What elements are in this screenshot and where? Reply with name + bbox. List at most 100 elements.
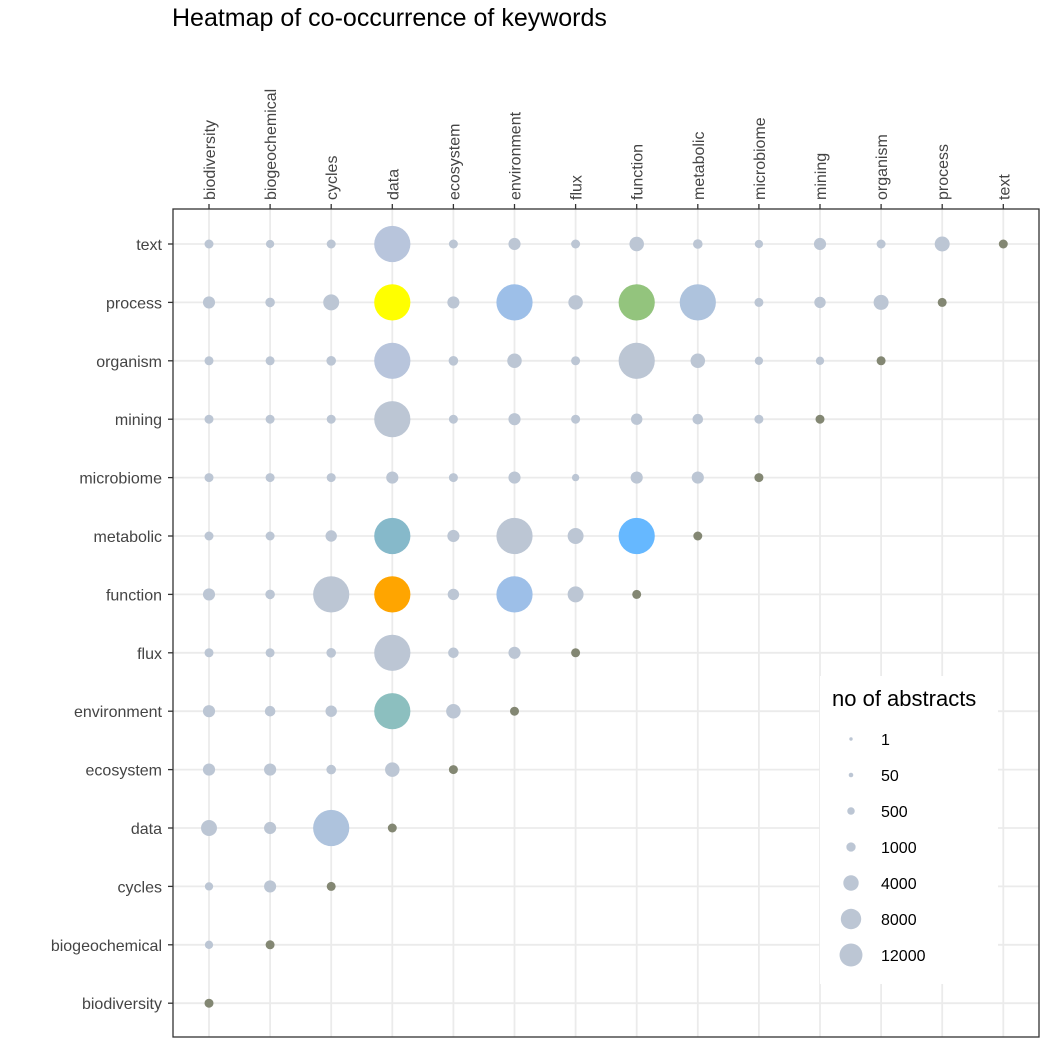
data-point — [387, 823, 397, 833]
x-tick-label: flux — [569, 175, 586, 200]
data-point — [692, 413, 704, 425]
data-point — [326, 881, 336, 891]
legend-key — [848, 772, 854, 778]
data-point — [325, 705, 337, 717]
data-point — [496, 517, 533, 555]
data-point — [204, 940, 214, 949]
legend: no of abstracts 1 50 500 1000 4000 8000 12000 — [820, 676, 998, 984]
data-point — [265, 473, 275, 483]
legend-background — [820, 676, 998, 984]
data-point — [326, 764, 336, 775]
y-tick-label: ecosystem — [86, 763, 162, 780]
data-point — [202, 588, 216, 601]
data-point — [631, 413, 643, 425]
data-point — [326, 356, 336, 366]
data-point — [814, 296, 826, 309]
data-point — [204, 531, 214, 541]
y-tick-label: flux — [137, 646, 162, 663]
data-point — [265, 356, 275, 366]
x-tick-label: biogeochemical — [263, 89, 280, 200]
legend-key — [843, 875, 859, 891]
panel-border — [172, 208, 1040, 1038]
x-tick-label: ecosystem — [446, 124, 463, 200]
data-point — [374, 576, 411, 613]
data-point — [508, 646, 521, 659]
data-point — [385, 762, 400, 777]
data-point — [813, 237, 827, 251]
x-tick-label: function — [630, 144, 647, 200]
x-tick-label: organism — [874, 134, 891, 200]
data-point — [446, 703, 461, 719]
data-point — [265, 239, 275, 249]
legend-label: 12000 — [881, 948, 926, 965]
data-point — [815, 356, 825, 365]
data-point — [508, 237, 521, 251]
data-point — [264, 705, 276, 717]
data-point — [374, 517, 411, 555]
data-point — [618, 517, 655, 555]
data-point — [571, 414, 581, 424]
data-point — [998, 239, 1008, 249]
y-tick-label: biogeochemical — [51, 938, 162, 955]
data-point — [630, 471, 643, 484]
data-point — [690, 353, 706, 369]
y-tick-label: text — [136, 237, 162, 254]
data-point — [204, 882, 214, 891]
data-point — [202, 296, 216, 309]
data-point — [448, 647, 459, 659]
y-tick-label: function — [106, 587, 162, 604]
y-axis: biodiversity biogeochemical cycles data ecos… — [51, 237, 173, 1013]
x-tick-label: cycles — [324, 156, 341, 200]
data-point — [448, 473, 458, 483]
data-point — [754, 297, 764, 307]
data-point — [326, 473, 336, 483]
data-point — [447, 529, 460, 543]
y-tick-label: organism — [96, 354, 162, 371]
data-point — [264, 821, 277, 835]
data-point — [937, 297, 947, 307]
data-point — [447, 296, 460, 309]
data-point — [447, 588, 460, 601]
data-point — [571, 356, 581, 366]
x-tick-label: microbiome — [752, 117, 769, 200]
data-point — [265, 589, 275, 600]
data-point — [201, 820, 217, 836]
data-point — [326, 648, 336, 658]
data-point — [326, 239, 336, 249]
x-tick-label: text — [996, 174, 1013, 200]
data-point — [496, 284, 533, 321]
y-tick-label: data — [131, 821, 162, 838]
y-tick-label: mining — [115, 412, 162, 429]
data-point — [567, 586, 584, 603]
data-point — [323, 294, 340, 311]
data-point — [571, 239, 581, 249]
data-point — [567, 528, 584, 544]
data-point — [448, 765, 458, 775]
y-tick-label: environment — [74, 704, 163, 721]
data-point — [374, 693, 411, 730]
data-point — [754, 356, 764, 365]
chart-title: Heatmap of co-occurrence of keywords — [172, 4, 607, 32]
data-point — [264, 880, 277, 893]
data-point — [374, 401, 411, 438]
data-point — [204, 473, 214, 483]
x-tick-label: process — [935, 144, 952, 200]
data-point — [934, 236, 950, 252]
data-point — [265, 414, 275, 424]
y-tick-label: microbiome — [79, 471, 162, 488]
data-point — [507, 353, 522, 369]
data-point — [693, 239, 703, 249]
data-point — [202, 763, 216, 776]
data-point — [326, 414, 336, 424]
data-point — [204, 414, 214, 424]
legend-label: 50 — [881, 768, 899, 785]
data-points — [201, 225, 1008, 1008]
legend-key — [849, 737, 853, 741]
data-point — [629, 236, 644, 252]
data-point — [508, 413, 521, 426]
legend-label: 1000 — [881, 840, 917, 857]
data-point — [204, 648, 214, 658]
data-point — [754, 239, 764, 249]
x-tick-label: mining — [813, 153, 830, 200]
